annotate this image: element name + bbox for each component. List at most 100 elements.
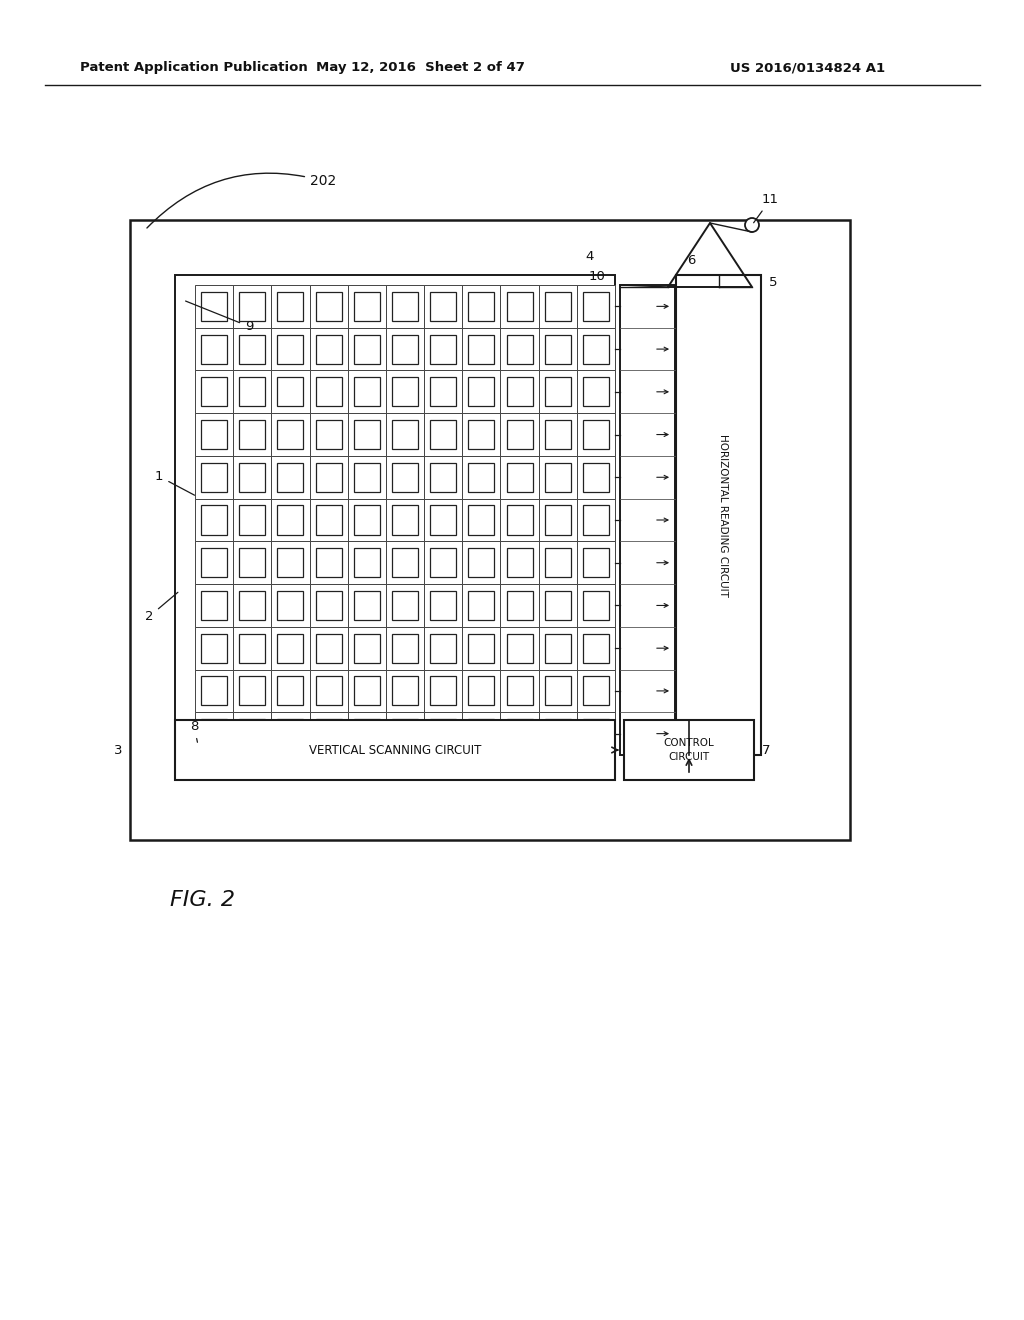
- Bar: [539, 455, 577, 499]
- Bar: [392, 292, 418, 321]
- Bar: [468, 548, 495, 577]
- Bar: [386, 541, 424, 583]
- Text: 11: 11: [754, 193, 779, 223]
- Bar: [233, 285, 271, 327]
- Bar: [545, 334, 570, 363]
- Bar: [348, 669, 386, 713]
- Bar: [424, 413, 462, 455]
- Bar: [501, 455, 539, 499]
- Bar: [354, 591, 380, 620]
- Bar: [583, 334, 609, 363]
- Bar: [315, 334, 342, 363]
- Bar: [539, 413, 577, 455]
- Bar: [271, 327, 309, 371]
- Bar: [539, 371, 577, 413]
- Bar: [501, 285, 539, 327]
- Bar: [507, 463, 532, 492]
- Bar: [278, 334, 303, 363]
- Bar: [386, 413, 424, 455]
- Bar: [354, 334, 380, 363]
- Bar: [386, 669, 424, 713]
- Bar: [271, 583, 309, 627]
- Bar: [348, 499, 386, 541]
- Bar: [507, 719, 532, 748]
- Bar: [501, 627, 539, 669]
- Bar: [577, 285, 615, 327]
- Bar: [424, 327, 462, 371]
- Bar: [545, 463, 570, 492]
- Bar: [577, 327, 615, 371]
- Bar: [392, 420, 418, 449]
- Bar: [583, 463, 609, 492]
- Text: FIG. 2: FIG. 2: [170, 890, 234, 909]
- Bar: [545, 548, 570, 577]
- Bar: [315, 634, 342, 663]
- Bar: [233, 371, 271, 413]
- Text: 2: 2: [145, 593, 178, 623]
- Bar: [392, 506, 418, 535]
- Bar: [201, 292, 227, 321]
- Bar: [240, 634, 265, 663]
- Bar: [195, 541, 233, 583]
- Bar: [545, 506, 570, 535]
- Bar: [201, 378, 227, 407]
- Text: 4: 4: [586, 251, 594, 264]
- Bar: [392, 463, 418, 492]
- Bar: [233, 627, 271, 669]
- Bar: [195, 669, 233, 713]
- Bar: [577, 669, 615, 713]
- Bar: [507, 676, 532, 705]
- Bar: [201, 591, 227, 620]
- Bar: [201, 634, 227, 663]
- Bar: [430, 292, 456, 321]
- Bar: [424, 499, 462, 541]
- Bar: [354, 634, 380, 663]
- Bar: [501, 499, 539, 541]
- Bar: [539, 499, 577, 541]
- Bar: [315, 463, 342, 492]
- Bar: [195, 713, 233, 755]
- Bar: [545, 292, 570, 321]
- Bar: [507, 506, 532, 535]
- Bar: [271, 713, 309, 755]
- Bar: [271, 499, 309, 541]
- Bar: [354, 548, 380, 577]
- Bar: [507, 334, 532, 363]
- Bar: [175, 275, 615, 766]
- Bar: [430, 378, 456, 407]
- Bar: [240, 334, 265, 363]
- Text: 6: 6: [687, 253, 695, 267]
- Bar: [278, 548, 303, 577]
- Bar: [577, 541, 615, 583]
- Bar: [271, 413, 309, 455]
- Text: 202: 202: [146, 173, 336, 228]
- Bar: [201, 420, 227, 449]
- Bar: [348, 713, 386, 755]
- Bar: [468, 334, 495, 363]
- Bar: [271, 627, 309, 669]
- Bar: [501, 713, 539, 755]
- Bar: [424, 455, 462, 499]
- Bar: [278, 463, 303, 492]
- Bar: [577, 583, 615, 627]
- Bar: [430, 420, 456, 449]
- Bar: [468, 378, 495, 407]
- Bar: [545, 591, 570, 620]
- Bar: [315, 506, 342, 535]
- Bar: [278, 506, 303, 535]
- Bar: [271, 285, 309, 327]
- Bar: [309, 713, 348, 755]
- Bar: [545, 378, 570, 407]
- Bar: [468, 463, 495, 492]
- Bar: [462, 499, 501, 541]
- Bar: [315, 719, 342, 748]
- Bar: [583, 676, 609, 705]
- Bar: [348, 455, 386, 499]
- Bar: [309, 455, 348, 499]
- Bar: [348, 627, 386, 669]
- Bar: [430, 506, 456, 535]
- Bar: [583, 292, 609, 321]
- Bar: [309, 371, 348, 413]
- Bar: [201, 506, 227, 535]
- Bar: [462, 327, 501, 371]
